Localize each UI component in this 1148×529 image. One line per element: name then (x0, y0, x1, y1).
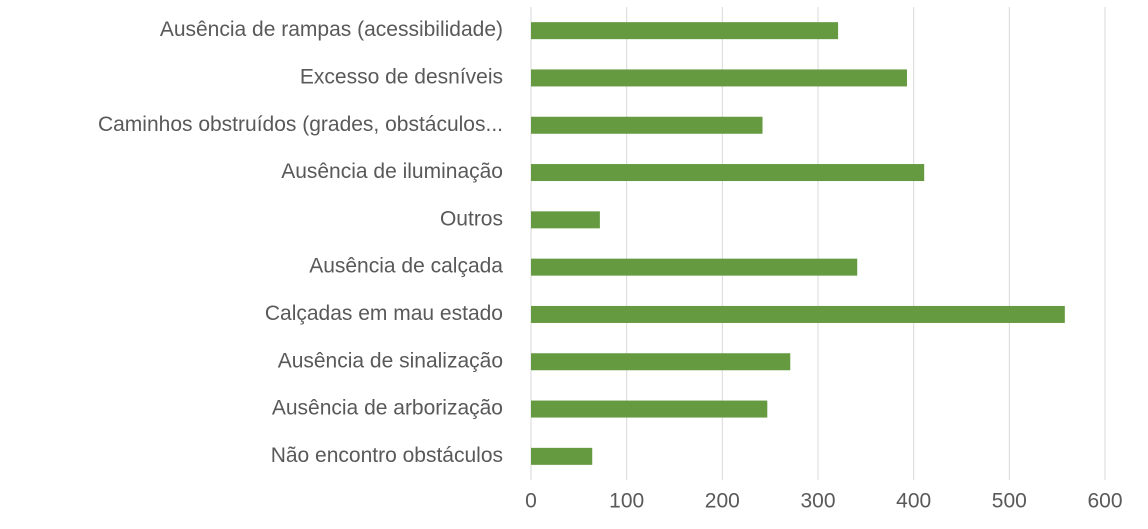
y-tick-label: Ausência de sinalização (278, 349, 503, 372)
y-tick-label: Ausência de rampas (acessibilidade) (160, 18, 503, 41)
y-tick-label: Ausência de iluminação (281, 160, 503, 183)
bar (531, 69, 907, 87)
y-tick-label: Ausência de calçada (309, 255, 503, 278)
x-tick-label: 100 (609, 490, 644, 513)
bar (531, 211, 600, 229)
bar (531, 164, 925, 182)
bar (531, 116, 763, 134)
y-tick-label: Excesso de desníveis (300, 65, 503, 88)
y-tick-label: Calçadas em mau estado (265, 302, 503, 325)
bar (531, 400, 768, 418)
x-tick-label: 400 (896, 490, 931, 513)
bar (531, 22, 839, 40)
bar (531, 305, 1065, 323)
bar (531, 447, 593, 465)
bar (531, 353, 791, 371)
y-tick-label: Caminhos obstruídos (grades, obstáculos.… (98, 113, 503, 136)
y-tick-label: Não encontro obstáculos (271, 444, 503, 467)
x-tick-label: 600 (1087, 490, 1122, 513)
x-tick-label: 300 (800, 490, 835, 513)
y-tick-label: Outros (440, 207, 503, 230)
y-tick-label: Ausência de arborização (272, 397, 503, 420)
x-tick-label: 0 (525, 490, 537, 513)
bar (531, 258, 858, 276)
x-tick-label: 500 (992, 490, 1027, 513)
x-tick-label: 200 (705, 490, 740, 513)
